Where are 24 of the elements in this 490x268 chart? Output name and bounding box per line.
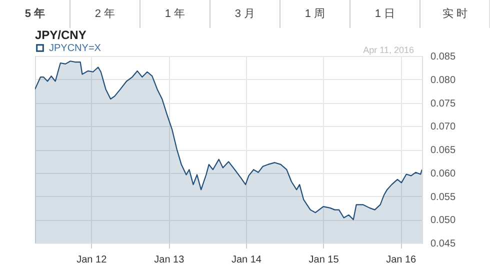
y-tick-label: 0.060: [430, 168, 456, 180]
x-tick-label: Jan 13: [154, 254, 185, 266]
x-tick-label: Jan 15: [308, 254, 340, 266]
x-tick-label: Jan 12: [76, 254, 108, 266]
x-tick-label: Jan 14: [231, 254, 262, 266]
text: Apr 11, 2016: [363, 45, 414, 55]
text: 3 月: [234, 8, 256, 20]
y-tick-label: 0.050: [430, 215, 456, 226]
legend-label: JPYCNY=X: [49, 43, 102, 54]
text: 实 时: [442, 7, 468, 20]
y-tick-label: 0.065: [430, 145, 456, 156]
text: 5 年: [24, 7, 46, 20]
text: 1 年: [164, 8, 186, 20]
x-tick-label: Jan 16: [386, 254, 417, 266]
y-tick-label: 0.070: [430, 122, 456, 133]
text: 2 年: [94, 8, 116, 20]
text: 1 周: [304, 8, 326, 20]
y-tick-label: 0.085: [430, 52, 456, 62]
text: 1 日: [374, 8, 396, 20]
y-tick-label: 0.055: [430, 192, 456, 203]
y-tick-label: 0.045: [430, 238, 456, 250]
chart-title: JPY/CNY: [35, 28, 86, 42]
y-tick-label: 0.080: [430, 74, 456, 86]
y-tick-label: 0.075: [430, 98, 456, 110]
